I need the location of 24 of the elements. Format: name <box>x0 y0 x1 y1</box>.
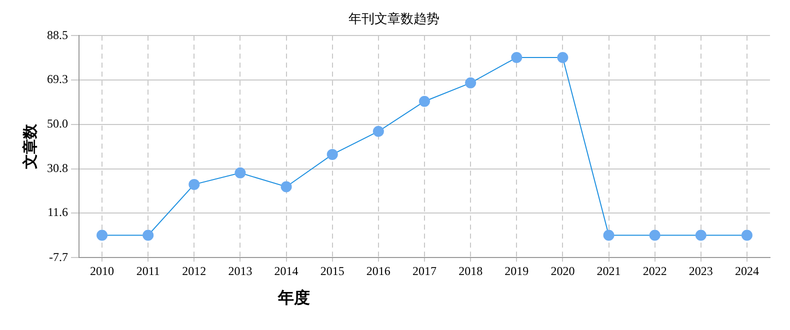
x-tick-label: 2010 <box>90 264 114 278</box>
x-tick-label: 2019 <box>504 264 529 278</box>
y-tick-label: -7.7 <box>49 250 68 264</box>
x-tick-label: 2021 <box>596 264 621 278</box>
x-tick-label: 2023 <box>688 264 713 278</box>
y-axis-title: 文章数 <box>20 123 39 170</box>
y-tick-label: 69.3 <box>47 72 68 86</box>
x-tick-label: 2024 <box>734 264 759 278</box>
x-tick-label: 2022 <box>642 264 667 278</box>
x-tick-label: 2017 <box>412 264 436 278</box>
y-tick-label: 30.8 <box>47 160 68 175</box>
x-tick-label: 2013 <box>228 264 252 278</box>
y-tick-label: 88.5 <box>47 28 68 42</box>
y-tick-label: 50.0 <box>47 116 68 131</box>
x-tick-label: 2012 <box>182 264 206 278</box>
x-tick-label: 2011 <box>136 264 160 278</box>
x-tick-label: 2014 <box>274 264 298 278</box>
y-tick-label: 11.6 <box>47 205 68 220</box>
x-axis-title: 年度 <box>278 288 310 309</box>
x-tick-label: 2020 <box>550 264 575 278</box>
x-tick-label: 2018 <box>458 264 483 278</box>
chart-title: 年刊文章数趋势 <box>348 11 440 26</box>
x-tick-label: 2016 <box>366 264 390 278</box>
x-tick-label: 2015 <box>320 264 344 278</box>
